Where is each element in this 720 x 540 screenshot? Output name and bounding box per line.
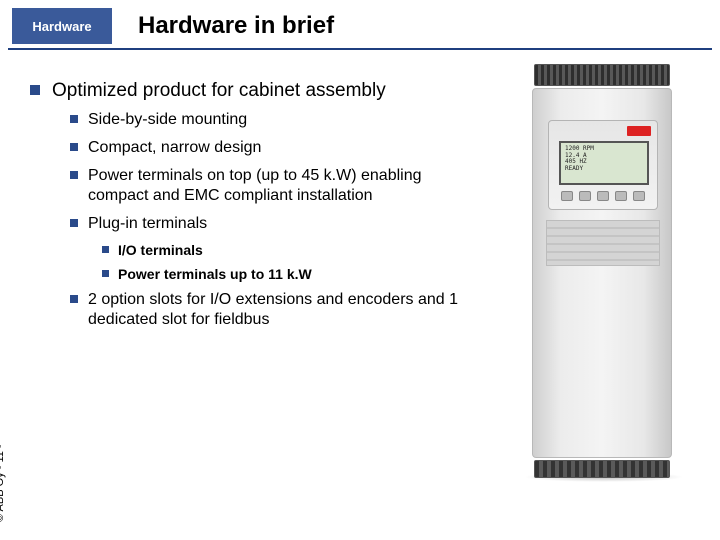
device-button: [561, 191, 573, 201]
product-image: 1200 RPM12.4 A405 HZREADY: [500, 60, 700, 480]
bullet-l2: Side-by-side mounting: [70, 110, 460, 130]
device-button: [579, 191, 591, 201]
bullet-icon: [70, 143, 78, 151]
bullet-l3: I/O terminals: [102, 242, 460, 258]
bullet-l2: 2 option slots for I/O extensions and en…: [70, 290, 460, 330]
device-button: [633, 191, 645, 201]
bullet-icon: [70, 115, 78, 123]
copyright: © ABB Oy - 11 -: [0, 444, 6, 522]
bullet-l3-text: I/O terminals: [118, 242, 460, 258]
bullet-l1: Optimized product for cabinet assembly: [30, 80, 460, 102]
bullet-l3-text: Power terminals up to 11 k.W: [118, 266, 460, 282]
device-bottom-vents: [534, 460, 670, 478]
bullet-l3: Power terminals up to 11 k.W: [102, 266, 460, 282]
section-label: Hardware: [32, 19, 91, 34]
bullet-l2: Compact, narrow design: [70, 138, 460, 158]
content: Optimized product for cabinet assembly S…: [30, 80, 460, 338]
bullet-icon: [70, 219, 78, 227]
lcd-line: READY: [565, 166, 643, 173]
bullet-l2-text: Power terminals on top (up to 45 k.W) en…: [88, 166, 460, 206]
bullet-l2: Power terminals on top (up to 45 k.W) en…: [70, 166, 460, 206]
device-lcd-screen: 1200 RPM12.4 A405 HZREADY: [559, 141, 649, 185]
device-top-vents: [534, 64, 670, 86]
bullet-l2-text: 2 option slots for I/O extensions and en…: [88, 290, 460, 330]
section-tab: Hardware: [12, 8, 112, 44]
header: Hardware Hardware in brief: [8, 8, 712, 50]
bullet-icon: [70, 295, 78, 303]
bullet-icon: [102, 270, 109, 277]
device-button-row: [561, 191, 645, 201]
bullet-l2: Plug-in terminals: [70, 214, 460, 234]
bullet-l2-text: Side-by-side mounting: [88, 110, 460, 130]
slide-title: Hardware in brief: [138, 12, 334, 40]
device-button: [615, 191, 627, 201]
device-front-panel: 1200 RPM12.4 A405 HZREADY: [548, 120, 658, 210]
bullet-l2-text: Compact, narrow design: [88, 138, 460, 158]
bullet-icon: [102, 246, 109, 253]
device-io-block: [546, 220, 660, 266]
device-button: [597, 191, 609, 201]
slide: Hardware Hardware in brief Optimized pro…: [0, 0, 720, 540]
bullet-l2-text: Plug-in terminals: [88, 214, 460, 234]
bullet-l1-text: Optimized product for cabinet assembly: [52, 80, 460, 102]
bullet-icon: [70, 171, 78, 179]
abb-logo: [627, 126, 651, 136]
bullet-icon: [30, 85, 40, 95]
